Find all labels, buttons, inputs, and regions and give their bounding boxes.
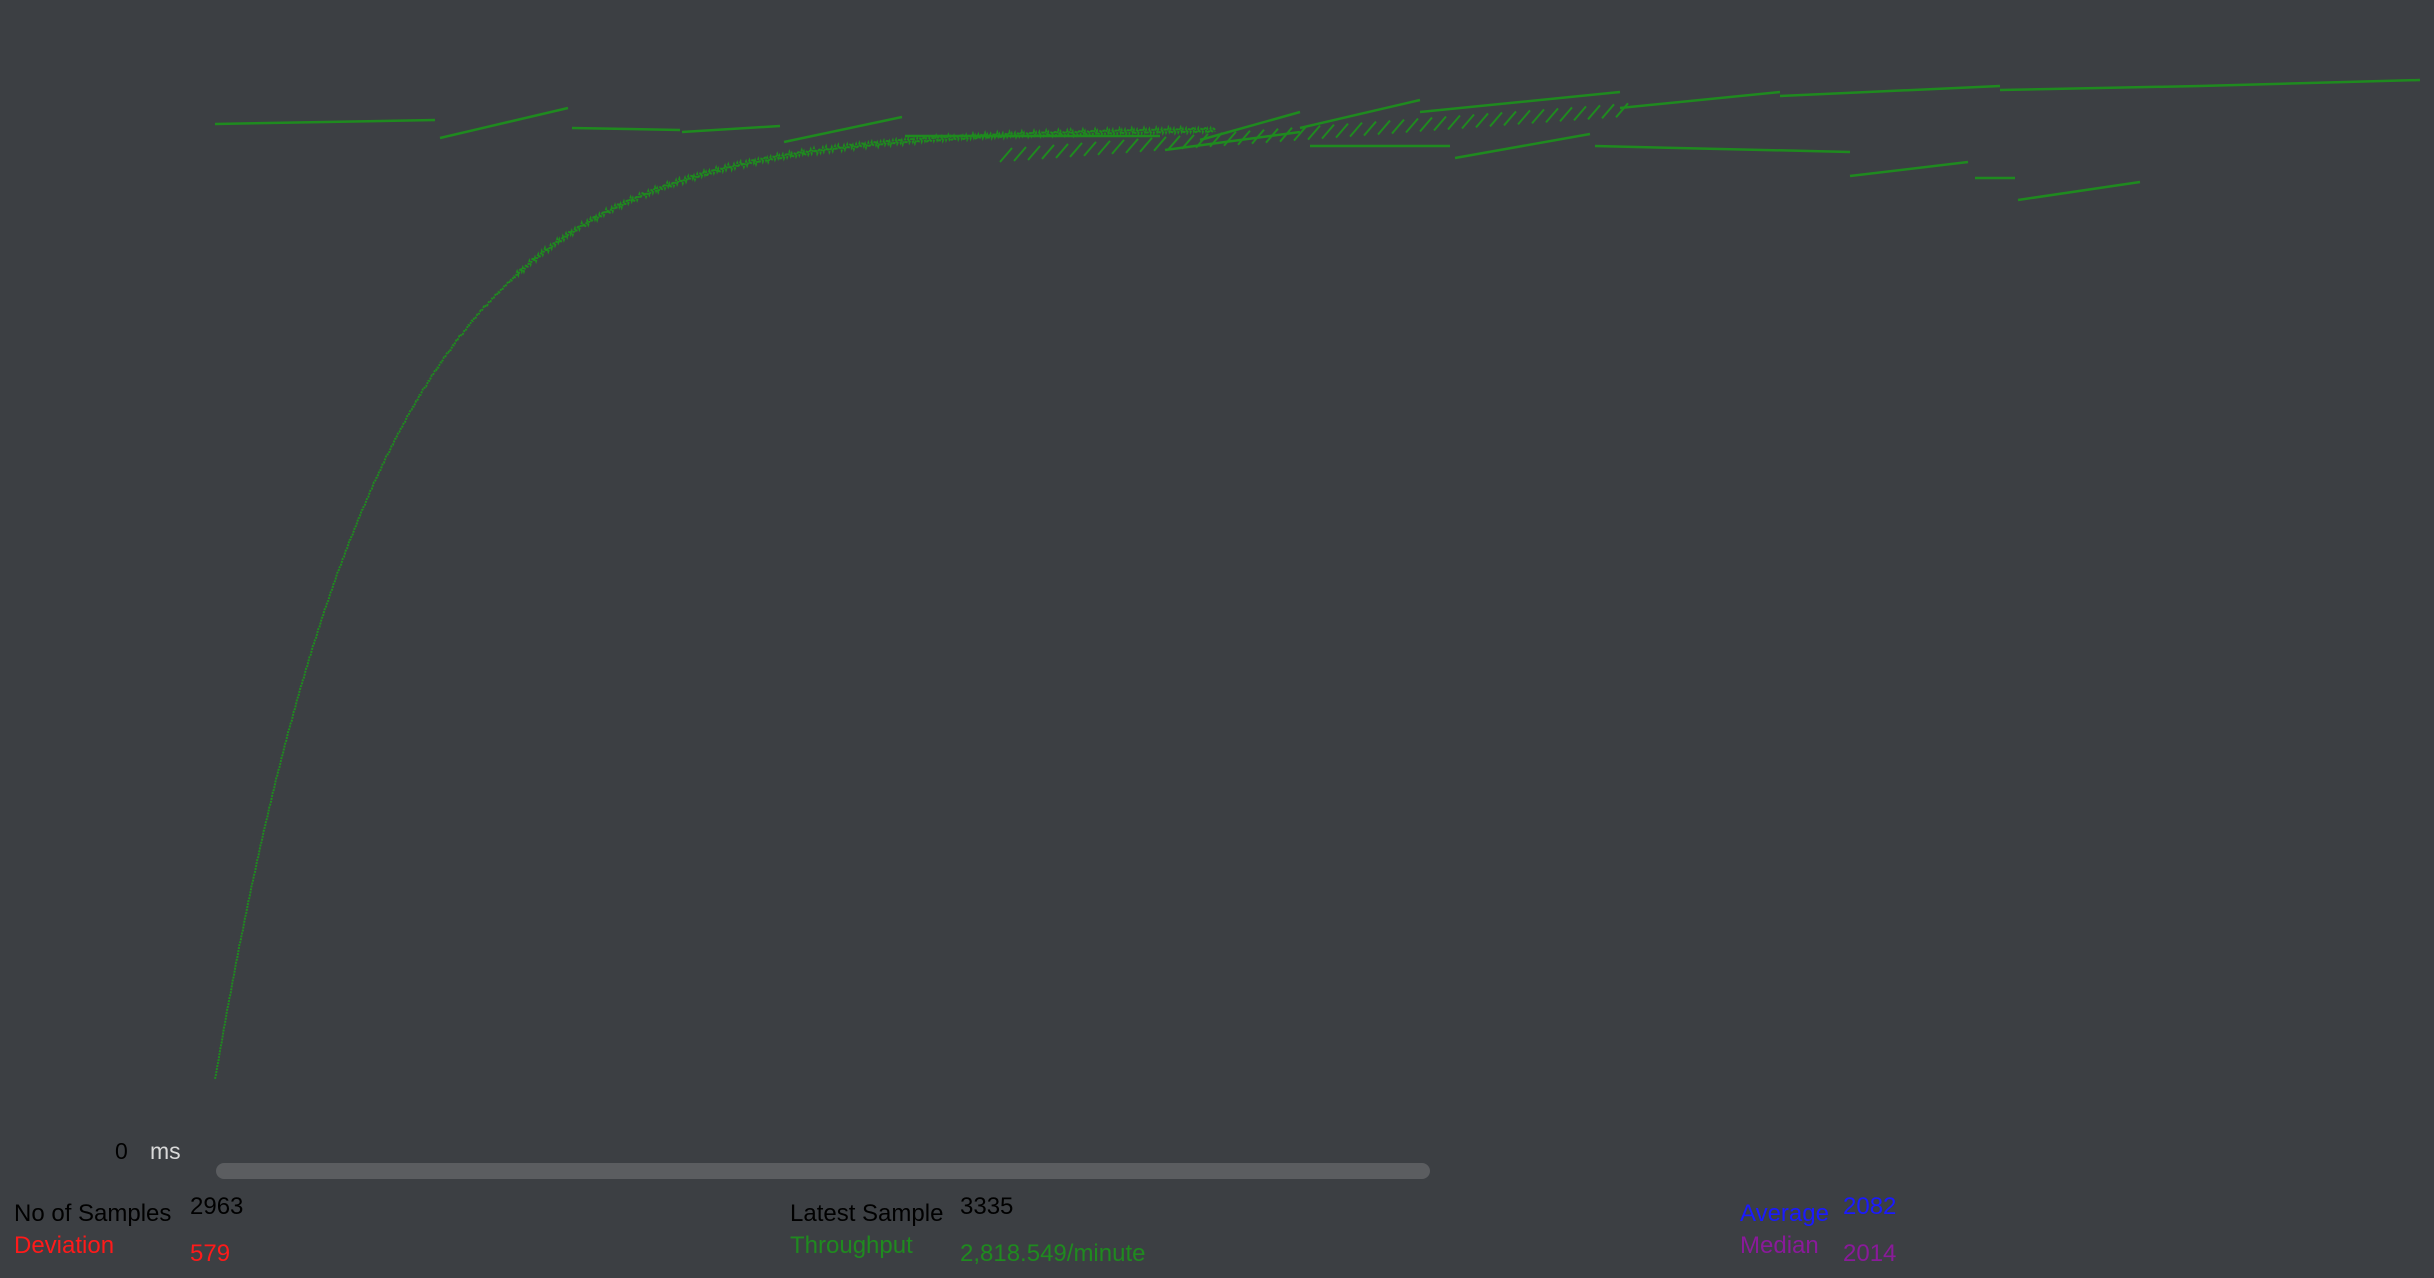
- throughput-tick: [1349, 121, 1363, 138]
- throughput-segment-15: [1419, 90, 1621, 114]
- throughput-segment-2: [571, 126, 681, 132]
- throughput-tick: [1055, 143, 1069, 159]
- throughput-segment-4: [783, 115, 903, 144]
- throughput-upper-trace: [214, 78, 2421, 202]
- throughput-tick: [1615, 102, 1629, 118]
- throughput-tick: [1545, 107, 1559, 124]
- throughput-segment-13: [1199, 110, 1301, 142]
- throughput-tick: [1209, 132, 1223, 148]
- throughput-tick: [1083, 141, 1097, 157]
- graph-area: [214, 78, 2421, 1080]
- samples-label: No of Samples: [14, 1200, 172, 1227]
- average-value: 2082: [1843, 1193, 1897, 1220]
- throughput-tick: [1279, 127, 1293, 143]
- throughput-tick: [1097, 140, 1111, 156]
- throughput-tick: [1195, 133, 1209, 149]
- throughput-tick: [1027, 145, 1041, 161]
- deviation-value: 579: [190, 1240, 231, 1267]
- throughput-segment-16: [1619, 90, 1781, 110]
- throughput-tick: [1419, 116, 1433, 133]
- throughput-tick: [1167, 135, 1181, 151]
- throughput-tick: [1503, 110, 1517, 127]
- throughput-tick: [1307, 124, 1321, 141]
- throughput-tick: [1181, 134, 1195, 150]
- throughput-tick: [1111, 139, 1125, 155]
- throughput-graph: [214, 78, 2421, 1080]
- throughput-segment-0: [214, 118, 436, 126]
- throughput-tick: [1573, 105, 1587, 121]
- throughput-tick: [1041, 144, 1055, 160]
- throughput-tick: [1461, 113, 1475, 130]
- throughput-lower-trace: [214, 124, 1216, 1080]
- samples-value: 2963: [190, 1193, 244, 1220]
- throughput-segment-14: [1299, 98, 1421, 130]
- median-value: 2014: [1843, 1240, 1897, 1267]
- average-label: Average: [1740, 1200, 1829, 1227]
- throughput-tick: [1139, 137, 1153, 153]
- throughput-tick: [1293, 126, 1307, 142]
- throughput-tick: [1153, 136, 1167, 152]
- y-axis-zero-label: 0: [115, 1138, 128, 1164]
- throughput-segment-1: [439, 106, 569, 140]
- throughput-tick: [1321, 123, 1335, 140]
- latest-sample-label: Latest Sample: [790, 1200, 944, 1227]
- y-axis-unit-label: ms: [150, 1138, 181, 1164]
- throughput-tick: [1433, 115, 1447, 132]
- throughput-tick: [1335, 122, 1349, 139]
- throughput-segment-9: [1594, 144, 1851, 154]
- throughput-curve: [214, 124, 1216, 1080]
- throughput-tick: [1223, 131, 1237, 147]
- throughput-tick: [1559, 106, 1573, 123]
- throughput-tick: [1531, 108, 1545, 125]
- throughput-segment-8: [1454, 132, 1591, 160]
- throughput-label: Throughput: [790, 1232, 913, 1259]
- throughput-tick: [1377, 119, 1391, 136]
- throughput-tick: [1489, 111, 1503, 128]
- throughput-segment-10: [1849, 160, 1969, 178]
- median-label: Median: [1740, 1232, 1819, 1259]
- throughput-tick: [1125, 138, 1139, 154]
- throughput-tick: [1517, 109, 1531, 126]
- horizontal-scrollbar[interactable]: [216, 1163, 2434, 1179]
- throughput-segment-17: [1779, 84, 2001, 98]
- throughput-segment-19: [2199, 78, 2421, 88]
- throughput-value: 2,818.549/minute: [960, 1240, 1146, 1267]
- deviation-label: Deviation: [14, 1232, 115, 1259]
- throughput-tick: [1013, 146, 1027, 162]
- throughput-tick: [1251, 129, 1265, 145]
- throughput-tick: [1587, 104, 1601, 120]
- throughput-segment-6: [1164, 130, 1301, 152]
- throughput-tick: [1391, 118, 1405, 135]
- throughput-tick: [999, 147, 1013, 163]
- throughput-segment-3: [681, 124, 781, 134]
- throughput-tick: [1363, 120, 1377, 137]
- throughput-tick: [1069, 142, 1083, 158]
- throughput-segment-12: [2017, 180, 2141, 202]
- throughput-tick: [1237, 130, 1251, 146]
- throughput-tick: [1405, 117, 1419, 134]
- scrollbar-thumb[interactable]: [216, 1163, 1430, 1179]
- throughput-tick: [1601, 103, 1615, 119]
- throughput-tick: [1475, 112, 1489, 129]
- throughput-segment-18: [1999, 84, 2201, 92]
- throughput-tick: [1447, 114, 1461, 131]
- latest-sample-value: 3335: [960, 1193, 1014, 1220]
- throughput-tick: [1265, 128, 1279, 144]
